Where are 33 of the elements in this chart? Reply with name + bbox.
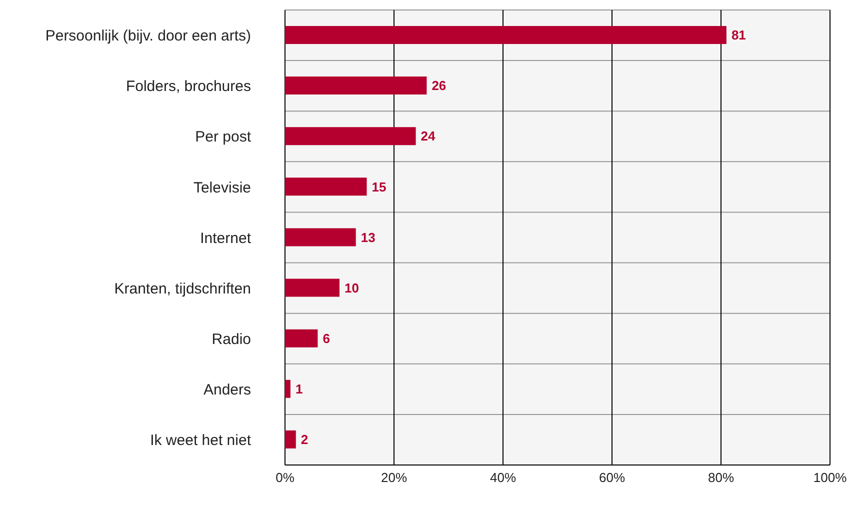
- data-label: 2: [300, 432, 308, 448]
- y-tick-label: Kranten, tijdschriften: [114, 280, 251, 298]
- data-label: 26: [432, 78, 446, 94]
- data-label: 10: [344, 280, 359, 296]
- y-tick-label: Ik weet het niet: [150, 432, 252, 450]
- y-tick-label: Radio: [212, 330, 251, 348]
- bar: [285, 380, 290, 398]
- data-label: 81: [731, 28, 746, 43]
- data-label: 1: [295, 382, 303, 397]
- y-tick-label: Televisie: [193, 179, 251, 196]
- data-label: 24: [420, 128, 436, 144]
- x-tick-label: 60%: [598, 470, 626, 486]
- y-tick-label: Anders: [203, 381, 251, 398]
- bar: [285, 26, 726, 44]
- data-label: 15: [372, 179, 386, 194]
- y-tick-label: Per post: [195, 128, 252, 146]
- bar: [285, 228, 356, 246]
- x-tick-label: 80%: [708, 470, 734, 486]
- data-label: 13: [360, 230, 376, 245]
- bar: [285, 76, 427, 95]
- bar: [285, 329, 318, 348]
- x-tick-label: 100%: [813, 470, 848, 486]
- y-tick-label: Internet: [200, 230, 252, 247]
- y-tick-label: Folders, brochures: [126, 78, 251, 96]
- bar: [285, 178, 367, 196]
- x-tick-label: 40%: [490, 470, 516, 486]
- data-label: 6: [322, 330, 330, 346]
- bar: [285, 127, 416, 146]
- x-tick-label: 20%: [380, 470, 408, 486]
- y-tick-label: Persoonlijk (bijv. door een arts): [45, 28, 251, 45]
- x-tick-label: 0%: [276, 470, 295, 486]
- bar: [285, 430, 296, 448]
- bar: [285, 278, 340, 297]
